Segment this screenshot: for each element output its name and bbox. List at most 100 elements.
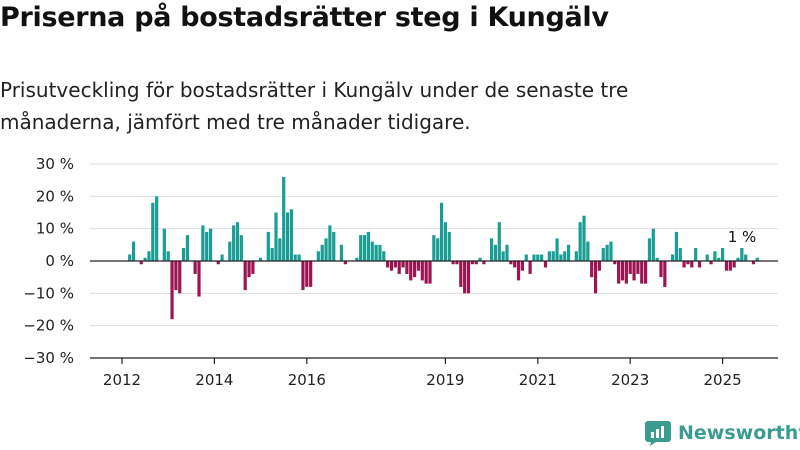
bar [620,261,625,281]
bar [420,261,424,281]
bar [697,261,702,268]
bar [185,235,190,261]
bar [201,225,205,261]
bar [362,235,367,261]
bar [443,222,447,261]
bar [593,261,598,294]
bar [359,235,363,261]
bar [274,212,278,261]
bar [251,261,255,274]
bar [482,261,486,265]
bar [524,254,528,261]
bar [413,261,417,278]
bar [567,244,571,261]
y-tick-label: 20 % [36,187,74,205]
bar [466,261,471,294]
bar [278,238,282,261]
bar [724,261,729,271]
x-tick-label: 2014 [195,371,233,389]
bar [166,251,170,261]
bar [609,241,613,261]
bar [597,261,601,271]
bar [305,261,309,287]
bar [370,241,374,261]
bar [682,261,686,268]
bar [259,257,263,261]
bar [143,257,147,261]
bar [590,261,594,278]
bar [659,261,663,278]
bar [301,261,305,291]
chart-title: Priserna på bostadsrätter steg i Kungälv [0,2,609,33]
bar [197,261,201,297]
bars [128,176,759,320]
bar [182,248,186,261]
bar [328,225,332,261]
bar [751,261,755,265]
bar [270,248,274,261]
bar [516,261,521,281]
latest-value-annotation: 1 % [728,228,757,246]
bar [386,261,390,268]
bar [139,261,143,265]
bar [709,261,713,265]
bar [655,257,659,261]
newsworthy-logo-icon [645,421,671,446]
bar [366,231,370,261]
bar [208,228,213,261]
x-tick-label: 2025 [704,371,742,389]
bar [409,261,413,281]
bar [220,254,224,261]
brand: Newsworthy [644,420,800,446]
bar [613,261,617,265]
bar [243,261,247,291]
x-tick-label: 2021 [519,371,557,389]
bar [644,261,648,284]
bar [131,241,136,261]
bar [647,238,652,261]
bar [285,212,290,261]
bar [513,261,517,268]
y-tick-label: 30 % [36,155,74,173]
bar [178,261,182,294]
y-tick-label: −20 % [23,317,74,335]
bar [601,248,605,261]
bar [497,222,501,261]
bar [563,251,567,261]
bar [447,231,451,261]
bar [532,254,536,261]
bar [551,251,555,261]
bar [690,261,694,268]
bar [670,254,675,261]
bar [239,235,243,261]
x-tick-label: 2012 [103,371,141,389]
bar [686,261,690,265]
bar [505,244,509,261]
bar [343,261,347,265]
bar [232,225,236,261]
bar [174,261,178,291]
bar [424,261,428,284]
bar [324,238,328,261]
bar [713,251,717,261]
x-tick-label: 2016 [288,371,326,389]
bar [339,244,344,261]
bar [520,261,524,271]
bar [705,254,709,261]
bar [493,244,498,261]
bar [216,261,220,265]
bar [355,257,359,261]
bar [559,254,563,261]
bar [536,254,540,261]
x-tick-label: 2019 [426,371,464,389]
bar [389,261,394,271]
bar [316,251,320,261]
bar [393,261,397,268]
bar [617,261,621,284]
bar [297,254,301,261]
bar [624,261,628,284]
bar [555,238,559,261]
bar [694,248,698,261]
bar [374,244,378,261]
bar [382,251,386,261]
